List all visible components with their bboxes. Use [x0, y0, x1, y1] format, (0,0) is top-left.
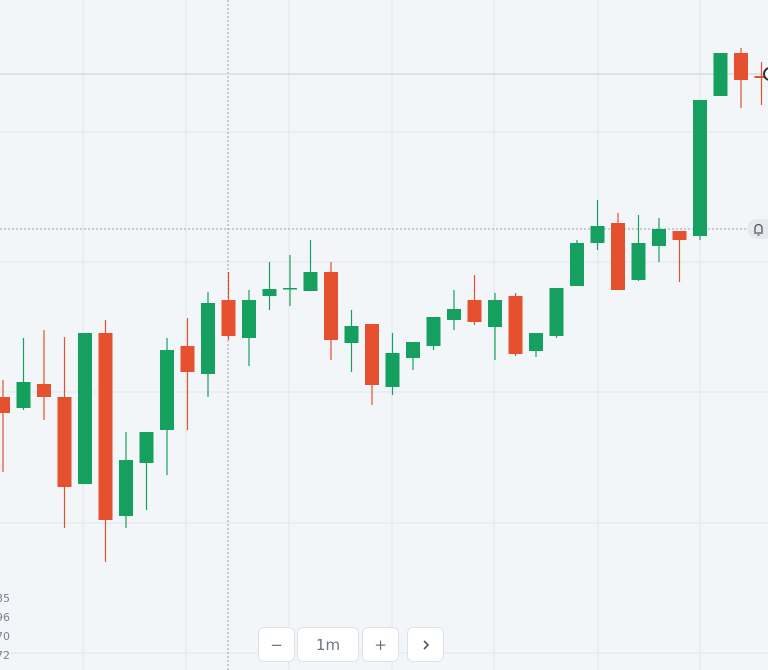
button-label: +	[374, 635, 387, 654]
side-labels: 35 96 70 72	[0, 592, 10, 662]
candle-body	[180, 346, 195, 372]
candle-body	[713, 53, 728, 96]
candle-body	[37, 384, 51, 397]
side-label: 96	[0, 611, 10, 624]
candle-body	[488, 300, 502, 327]
candle-body	[426, 317, 441, 346]
candles	[0, 48, 768, 562]
candle-body	[78, 333, 92, 484]
button-label: −	[270, 635, 283, 654]
zoom-in-button[interactable]: +	[362, 627, 399, 662]
bell-icon	[754, 223, 763, 236]
candle-body	[242, 300, 256, 338]
candle-body	[139, 432, 154, 463]
candle-body	[672, 231, 687, 240]
candle-body	[98, 333, 113, 520]
candle-body	[631, 243, 646, 280]
candle-body	[16, 382, 31, 408]
price-marker	[763, 67, 768, 81]
candle-body	[201, 303, 215, 374]
candle-body	[324, 272, 338, 340]
candle-body	[283, 288, 297, 290]
candle-body	[406, 342, 420, 358]
candle-body	[303, 272, 318, 291]
alert-button[interactable]	[747, 219, 768, 239]
side-label: 72	[0, 649, 10, 662]
interval-button[interactable]: 1m	[297, 627, 359, 662]
button-label: 1m	[315, 635, 341, 654]
side-label: 35	[0, 592, 10, 605]
candle-body	[467, 300, 482, 322]
candle-body	[160, 350, 174, 430]
candle-body	[344, 326, 359, 343]
candle-body	[221, 300, 236, 336]
candle-body	[549, 288, 564, 336]
candle-body	[447, 309, 461, 320]
zoom-out-button[interactable]: −	[258, 627, 295, 662]
candle-body	[734, 53, 748, 80]
candle-body	[754, 76, 768, 78]
candle-body	[385, 353, 400, 387]
candle-body	[652, 229, 666, 246]
candle-body	[590, 226, 605, 243]
candle-body	[0, 397, 10, 413]
candle-body	[57, 397, 72, 487]
candle-body	[693, 100, 707, 236]
side-label: 70	[0, 630, 10, 643]
next-button[interactable]	[407, 627, 444, 662]
candle-body	[119, 460, 133, 516]
candle-body	[570, 243, 584, 286]
candle-body	[262, 289, 277, 296]
chevron-icon	[422, 639, 429, 650]
candle-body	[508, 296, 523, 354]
candle-body	[365, 324, 379, 385]
candle-body	[611, 223, 625, 290]
candle-body	[529, 333, 543, 351]
